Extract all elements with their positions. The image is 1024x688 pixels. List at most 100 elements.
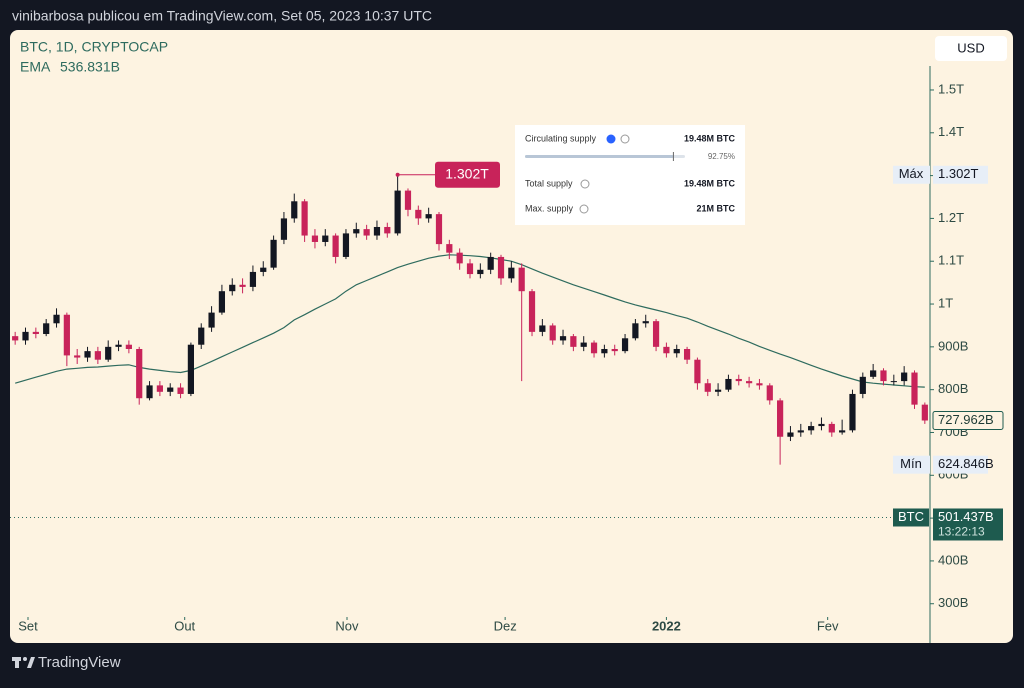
info-icon xyxy=(620,134,630,144)
candle-body xyxy=(611,348,618,352)
candle-body xyxy=(642,321,649,324)
verified-icon xyxy=(606,134,616,144)
x-tick-label: Nov xyxy=(335,618,359,633)
candle-body xyxy=(229,284,236,292)
candle-body xyxy=(570,336,577,347)
max-callout xyxy=(435,161,500,188)
candle-body xyxy=(198,327,205,345)
candle-body xyxy=(456,252,463,264)
candle-body xyxy=(777,400,784,437)
candle-body xyxy=(704,383,711,392)
candle-body xyxy=(911,372,918,405)
candle-body xyxy=(632,323,639,339)
ema-legend-value: 536.831B xyxy=(60,59,120,75)
candle-body xyxy=(508,267,515,279)
candle-body xyxy=(694,359,701,384)
logo xyxy=(12,657,35,668)
candle-body xyxy=(208,312,215,328)
candle-body xyxy=(839,430,846,433)
y-tick-label: 800B xyxy=(938,381,968,396)
btc-name: BTC xyxy=(898,509,924,524)
max-dot xyxy=(395,172,400,177)
candle-body xyxy=(177,387,184,394)
candle-body xyxy=(766,385,773,401)
candle-body xyxy=(239,284,246,287)
candle-body xyxy=(53,314,60,324)
candle-body xyxy=(487,256,494,270)
candle-body xyxy=(870,370,877,377)
candle-body xyxy=(756,383,763,386)
candle-body xyxy=(818,423,825,427)
logo-part xyxy=(15,657,19,668)
x-tick-label: 2022 xyxy=(652,618,681,633)
candle-body xyxy=(249,271,257,287)
candle-body xyxy=(580,342,587,347)
max-callout-label: 1.302T xyxy=(445,165,489,181)
info-icon xyxy=(579,204,589,214)
currency[interactable]: USD xyxy=(957,40,984,55)
candle-body xyxy=(12,336,19,341)
candle-body xyxy=(808,426,815,431)
candle-body xyxy=(466,263,474,275)
y-tick-label: 1.4T xyxy=(938,124,964,139)
info-icon xyxy=(580,179,590,189)
candle-body xyxy=(787,432,794,437)
candle-body xyxy=(260,267,267,272)
candle-body xyxy=(601,348,608,354)
x-tick-label: Out xyxy=(174,618,195,633)
btc-price-label: 501.437B xyxy=(938,509,994,524)
supply-bar xyxy=(525,155,674,158)
candle-body xyxy=(880,370,887,382)
y-tick-label: 1.5T xyxy=(938,81,964,96)
widget-box xyxy=(515,125,745,225)
candle-body xyxy=(828,423,835,433)
y-tick-label: 300B xyxy=(938,595,968,610)
candle-body xyxy=(311,235,319,242)
candle-body xyxy=(218,291,226,313)
candle-body xyxy=(663,346,670,354)
candle-body xyxy=(921,404,928,421)
candle-body xyxy=(446,244,453,253)
circulating-value: 19.48M BTC xyxy=(684,133,736,143)
candle-body xyxy=(528,291,536,332)
axis-badge-label: 1.302T xyxy=(938,166,979,181)
candle-body xyxy=(280,218,288,240)
candle-body xyxy=(146,385,153,399)
candle-body xyxy=(797,430,804,433)
candle-body xyxy=(415,209,422,219)
x-tick-label: Set xyxy=(18,618,38,633)
x-tick-label: Fev xyxy=(817,618,839,633)
candle-body xyxy=(291,201,298,219)
y-tick-label: 1T xyxy=(938,295,953,310)
candle-body xyxy=(332,235,339,257)
currency-button[interactable] xyxy=(935,36,1007,61)
axis-badge-prefix-label: Mín xyxy=(900,456,922,471)
max-value: 21M BTC xyxy=(696,203,735,213)
logo-part xyxy=(23,657,27,661)
candle-body xyxy=(373,226,381,236)
candle-body xyxy=(621,338,629,352)
candle-body xyxy=(301,201,308,236)
y-tick-label: 900B xyxy=(938,338,968,353)
candle-body xyxy=(394,190,401,234)
candle-body xyxy=(187,344,194,394)
candle-body xyxy=(425,214,432,219)
y-tick-label: 400B xyxy=(938,552,968,567)
candle-body xyxy=(342,233,350,257)
ema-line xyxy=(15,254,925,388)
footer-brand: TradingView xyxy=(38,654,121,671)
candle-body xyxy=(43,323,50,335)
candle-body xyxy=(167,387,174,392)
candle-body xyxy=(156,385,163,392)
candle-body xyxy=(353,229,360,234)
candle-body xyxy=(22,331,29,341)
candle-body xyxy=(270,239,277,268)
last-price-badge xyxy=(932,411,1004,431)
y-tick-label: 1.2T xyxy=(938,210,964,225)
candle-body xyxy=(890,381,897,383)
candle-body xyxy=(539,325,546,332)
axis-badge-label: 624.846B xyxy=(938,456,994,471)
candle-body xyxy=(84,351,91,358)
total-value: 19.48M BTC xyxy=(684,178,736,188)
